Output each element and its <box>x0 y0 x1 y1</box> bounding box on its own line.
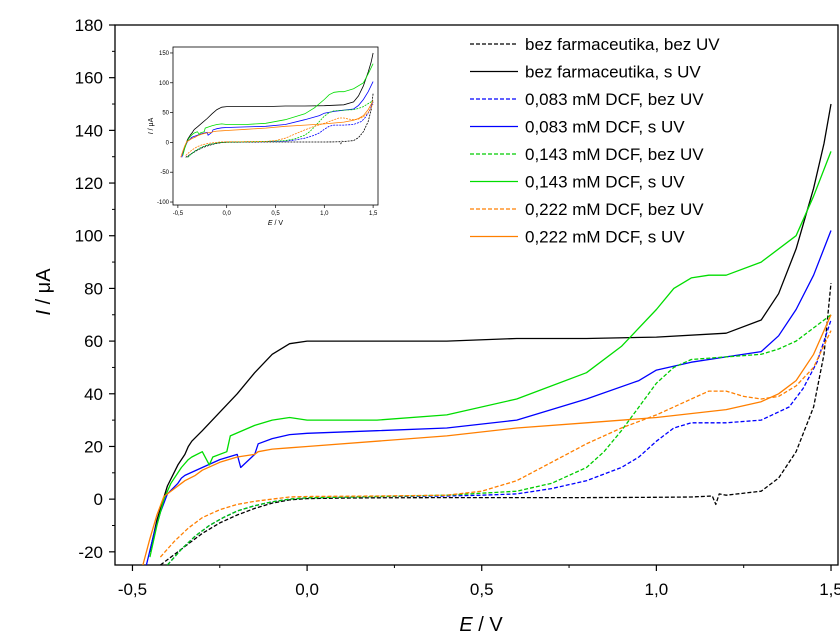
legend-label-0-222-mm-dcf-s-uv: 0,222 mM DCF, s UV <box>525 228 685 247</box>
inset-y-tick-label: 150 <box>159 51 170 57</box>
legend-label-0-083-mm-dcf-bez-uv: 0,083 mM DCF, bez UV <box>525 90 704 109</box>
inset-series-line-0-083-mm-dcf-s-uv <box>181 81 374 158</box>
series-line-0-222-mm-dcf-bez-uv <box>159 330 832 558</box>
x-tick-label: -0,5 <box>118 580 147 599</box>
inset-chart: -0,5 0,0 0,5 1,0 1,5 -100 -50 0 50 100 150 E / V I /… <box>148 46 379 227</box>
y-tick-label: 60 <box>84 332 103 351</box>
legend: bez farmaceutika, bez UV bez farmaceutika… <box>470 35 720 247</box>
plot-frame <box>114 24 839 566</box>
inset-frame <box>172 46 379 206</box>
series-line-0-143-mm-dcf-s-uv <box>149 151 832 558</box>
legend-label-0-222-mm-dcf-bez-uv: 0,222 mM DCF, bez UV <box>525 200 704 219</box>
x-axis-title: E / V <box>459 614 503 636</box>
x-tick-label: 1,0 <box>645 580 669 599</box>
inset-x-tick-label: -0,5 <box>173 211 184 217</box>
inset-y-tick-label: -100 <box>157 200 170 206</box>
inset-y-tick-label: 100 <box>159 81 170 87</box>
legend-label-0-083-mm-dcf-s-uv: 0,083 mM DCF, s UV <box>525 118 685 137</box>
legend-label-0-143-mm-dcf-bez-uv: 0,143 mM DCF, bez UV <box>525 145 704 164</box>
y-axis-title: I / μA <box>33 268 55 316</box>
x-tick-label: 1,5 <box>819 580 840 599</box>
series-line-bez-farmaceutika-bez-uv <box>160 283 832 565</box>
inset-series-line-bez-farmaceutika-s-uv <box>182 52 374 155</box>
y-tick-label: 120 <box>75 174 103 193</box>
series-line-0-083-mm-dcf-s-uv <box>145 230 832 565</box>
inset-x-tick-label: 0,5 <box>271 211 280 217</box>
inset-series-line-0-222-mm-dcf-s-uv <box>180 100 374 158</box>
x-tick-label: 0,5 <box>470 580 494 599</box>
inset-y-tick-label: 50 <box>162 111 169 117</box>
inset-series-group <box>180 52 374 158</box>
inset-x-tick-label: 1,0 <box>320 211 329 217</box>
inset-x-tick-label: 0,0 <box>223 211 232 217</box>
y-tick-label: 100 <box>75 227 103 246</box>
legend-label-0-143-mm-dcf-s-uv: 0,143 mM DCF, s UV <box>525 173 685 192</box>
inset-y-axis-title: I / μA <box>148 117 155 134</box>
y-tick-label: -20 <box>78 543 103 562</box>
y-tick-label: 40 <box>84 385 103 404</box>
inset-x-tick-label: 1,5 <box>369 211 378 217</box>
series-line-0-222-mm-dcf-s-uv <box>142 314 832 565</box>
legend-label-bez-farmaceutika-bez-uv: bez farmaceutika, bez UV <box>525 35 720 54</box>
main-plot: -0,5 0,0 0,5 1,0 1,5 -20 0 20 40 60 80 100 120 140 160… <box>75 16 840 599</box>
inset-series-line-bez-farmaceutika-bez-uv <box>185 93 374 158</box>
series-line-0-143-mm-dcf-bez-uv <box>166 314 832 565</box>
y-tick-label: 0 <box>94 490 103 509</box>
y-tick-label: 160 <box>75 69 103 88</box>
y-tick-label: 180 <box>75 16 103 35</box>
y-tick-label: 140 <box>75 121 103 140</box>
inset-x-axis-title: E / V <box>268 220 284 227</box>
inset-series-line-0-143-mm-dcf-s-uv <box>182 63 374 156</box>
y-tick-label: 80 <box>84 279 103 298</box>
inset-y-tick-label: 0 <box>166 140 170 146</box>
series-line-bez-farmaceutika-s-uv <box>149 103 832 552</box>
inset-series-line-0-143-mm-dcf-bez-uv <box>187 100 374 158</box>
inset-y-tick-label: -50 <box>160 170 169 176</box>
series-group <box>142 103 832 565</box>
y-tick-label: 20 <box>84 437 103 456</box>
inset-series-line-0-222-mm-dcf-bez-uv <box>185 103 374 156</box>
x-tick-label: 0,0 <box>295 580 319 599</box>
legend-label-bez-farmaceutika-s-uv: bez farmaceutika, s UV <box>525 63 701 82</box>
